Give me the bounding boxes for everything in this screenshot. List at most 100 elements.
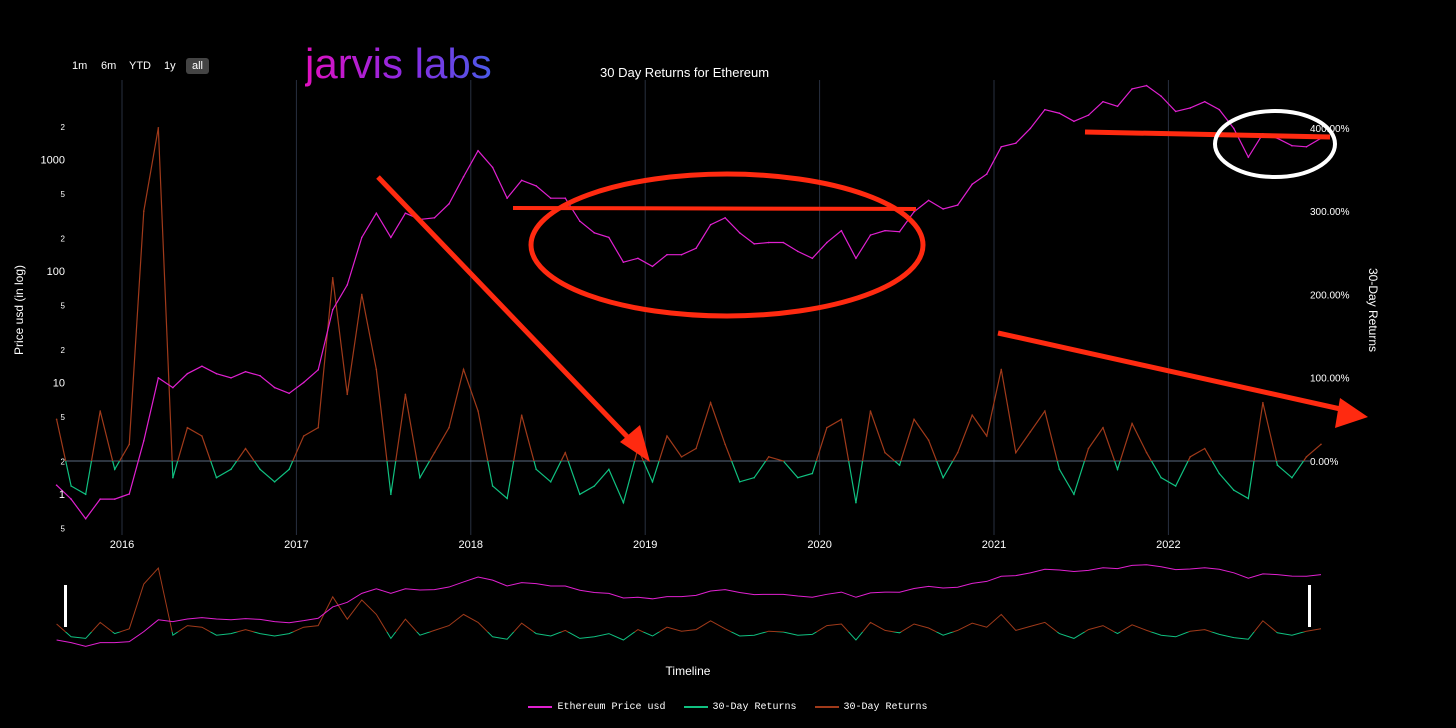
returns-point (317, 426, 320, 429)
chart-title: 30 Day Returns for Ethereum (600, 65, 770, 80)
returns-point (433, 451, 436, 454)
returns-point (884, 451, 886, 454)
annotation-line-1 (512, 206, 917, 211)
price-point (680, 253, 683, 256)
returns-line-positive (56, 127, 1322, 461)
returns-point (70, 485, 72, 487)
returns-point (942, 476, 944, 479)
returns-point (273, 481, 276, 483)
annotation-ellipse-white (1213, 109, 1337, 179)
returns-point (520, 414, 523, 416)
y-right-tick-label: 0.00% (1310, 457, 1338, 468)
returns-point (113, 468, 116, 471)
returns-point (404, 393, 407, 396)
navigator-returns-negative (64, 632, 1306, 641)
y-right-tick-label: 100.00% (1310, 374, 1350, 385)
price-point (1073, 120, 1075, 123)
navigator (56, 564, 1322, 647)
returns-point (840, 418, 843, 421)
returns-point (971, 414, 973, 416)
range-1y-button[interactable]: 1y (164, 60, 176, 72)
price-point (811, 257, 814, 260)
price-point (985, 173, 988, 175)
y-right-tick-label: 200.00% (1310, 290, 1350, 301)
returns-point (215, 476, 218, 479)
legend-item-returns-negative[interactable]: 30-Day Returns (683, 702, 797, 713)
returns-point (172, 476, 174, 479)
returns-point (1073, 493, 1075, 496)
price-point (826, 241, 828, 244)
returns-point (143, 210, 145, 212)
range-all-button[interactable]: all (186, 58, 210, 74)
price-point (1102, 100, 1104, 103)
range-6m-button[interactable]: 6m (101, 60, 117, 72)
price-point (767, 241, 770, 244)
price-point (273, 386, 276, 389)
price-point (535, 185, 537, 187)
x-tick-label: 2019 (633, 539, 657, 551)
returns-point (1203, 447, 1206, 450)
returns-point (506, 497, 508, 500)
returns-point (651, 481, 654, 483)
price-point (564, 197, 567, 199)
y-right-tick-label: 300.00% (1310, 207, 1350, 218)
legend-label: 30-Day Returns (843, 701, 928, 713)
returns-point (549, 481, 552, 483)
price-point (579, 220, 581, 222)
returns-point (797, 476, 799, 479)
x-tick-label: 2022 (1156, 539, 1180, 551)
returns-point (157, 127, 160, 129)
annotation-arrowhead-2 (1335, 398, 1368, 428)
y-left-tick-label: 5 (61, 190, 66, 199)
gridlines (66, 80, 1310, 535)
returns-point (491, 485, 494, 487)
jarvis-labs-logo: jarvis labs (305, 40, 492, 87)
returns-point (855, 501, 857, 504)
returns-point (1305, 456, 1308, 458)
y-left-tick-label: 2 (61, 123, 66, 132)
x-tick-label: 2017 (284, 539, 308, 551)
price-point (361, 236, 363, 239)
returns-point (1087, 447, 1090, 450)
returns-point (622, 501, 625, 504)
x-axis-title: Timeline (666, 664, 711, 678)
navigator-right-handle[interactable] (1308, 585, 1311, 627)
price-point (927, 199, 930, 202)
price-point (1305, 145, 1308, 148)
y-left-tick-label: 1000 (41, 155, 65, 167)
returns-point (695, 447, 697, 450)
price-point (1116, 105, 1119, 108)
range-ytd-button[interactable]: YTD (129, 60, 151, 72)
y-left-tick-label: 2 (61, 234, 66, 243)
legend-item-price[interactable]: Ethereum Price usd (528, 702, 665, 713)
price-point (709, 223, 712, 226)
returns-point (1233, 489, 1235, 491)
returns-point (1131, 422, 1133, 425)
price-point (390, 236, 392, 239)
returns-point (244, 447, 247, 450)
price-point (622, 261, 625, 263)
legend-item-returns-positive[interactable]: 30-Day Returns (814, 701, 928, 713)
returns-point (462, 368, 465, 371)
returns-point (869, 410, 872, 412)
navigator-returns-positive (56, 566, 1322, 632)
price-point (637, 257, 639, 260)
returns-point (375, 368, 378, 371)
returns-point (579, 493, 581, 496)
returns-point (1189, 456, 1191, 458)
returns-point (302, 435, 305, 437)
navigator-price-line (56, 564, 1322, 647)
returns-point (1320, 443, 1322, 446)
returns-point (1058, 468, 1061, 471)
price-point (157, 377, 160, 379)
price-point (230, 377, 232, 379)
price-point (259, 374, 261, 377)
price-point (797, 250, 799, 253)
returns-point (1015, 451, 1017, 454)
y-left-tick-label: 1 (59, 489, 65, 501)
range-1m-button[interactable]: 1m (72, 60, 88, 72)
returns-point (230, 468, 232, 471)
navigator-left-handle[interactable] (64, 585, 67, 627)
price-point (186, 372, 189, 375)
